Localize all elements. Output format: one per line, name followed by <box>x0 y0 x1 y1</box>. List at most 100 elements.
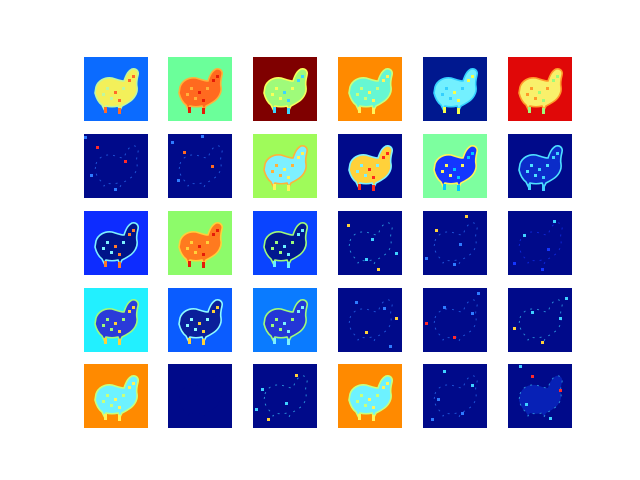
activation-pixel <box>389 345 392 348</box>
faint-outline <box>433 375 478 419</box>
feature-map-tile <box>253 211 317 275</box>
activation-pixel <box>102 247 105 250</box>
activation-pixel <box>206 318 209 321</box>
feature-map-image <box>253 57 317 121</box>
activation-pixel <box>122 87 125 90</box>
feature-map-image <box>84 211 148 275</box>
feature-map-image <box>423 211 487 275</box>
feature-map-image <box>338 211 402 275</box>
faint-outline <box>433 299 478 343</box>
activation-pixel <box>425 322 428 325</box>
leg-activation <box>443 184 446 190</box>
activation-pixel <box>355 301 358 304</box>
leg-activation <box>528 184 531 190</box>
feature-map-image <box>253 134 317 198</box>
feature-map-image <box>508 364 572 428</box>
feature-map-tile <box>84 288 148 352</box>
feature-map-tile <box>168 288 232 352</box>
activation-pixel <box>114 188 117 191</box>
activation-pixel <box>382 386 385 389</box>
feature-map-tile <box>423 211 487 275</box>
feature-map-image <box>423 134 487 198</box>
feature-map-tile <box>508 211 572 275</box>
leg-activation <box>287 262 290 268</box>
feature-map-image <box>338 134 402 198</box>
chicken-silhouette <box>178 68 223 112</box>
leg-activation <box>202 262 205 268</box>
activation-pixel <box>275 241 278 244</box>
activation-pixel <box>194 251 197 254</box>
feature-map-tile <box>423 364 487 428</box>
activation-pixel <box>212 310 215 313</box>
activation-pixel <box>377 268 380 271</box>
activation-pixel <box>106 318 109 321</box>
leg-activation <box>443 107 446 113</box>
activation-pixel <box>457 99 460 102</box>
activation-pixel <box>556 152 559 155</box>
chicken-silhouette <box>94 222 139 266</box>
activation-pixel <box>471 75 474 78</box>
activation-pixel <box>291 241 294 244</box>
activation-pixel <box>526 170 529 173</box>
activation-pixel <box>128 79 131 82</box>
activation-pixel <box>534 97 537 100</box>
activation-pixel <box>110 97 113 100</box>
activation-pixel <box>443 370 446 373</box>
faint-outline <box>348 222 393 266</box>
activation-pixel <box>445 87 448 90</box>
leg-activation <box>287 339 290 345</box>
leg-activation <box>372 415 375 421</box>
activation-pixel <box>453 263 456 266</box>
chicken-silhouette <box>348 68 393 112</box>
feature-map-tile <box>423 134 487 198</box>
faint-outline <box>348 299 393 343</box>
leg-activation <box>287 108 290 114</box>
chicken-silhouette <box>94 299 139 343</box>
feature-map-tile <box>338 134 402 198</box>
feature-map-tile <box>84 134 148 198</box>
activation-pixel <box>365 258 368 261</box>
activation-pixel <box>279 328 282 331</box>
feature-map-image <box>84 364 148 428</box>
activation-pixel <box>102 400 105 403</box>
feature-map-image <box>423 364 487 428</box>
activation-pixel <box>364 404 367 407</box>
activation-pixel <box>106 241 109 244</box>
feature-map-tile <box>338 364 402 428</box>
leg-activation <box>358 184 361 190</box>
chicken-silhouette <box>263 145 308 189</box>
activation-pixel <box>206 241 209 244</box>
activation-pixel <box>376 164 379 167</box>
leg-activation <box>358 414 361 420</box>
faint-outline <box>518 222 563 266</box>
activation-pixel <box>530 87 533 90</box>
feature-map-tile <box>253 57 317 121</box>
activation-pixel <box>283 168 286 171</box>
leg-activation <box>273 107 276 113</box>
chicken-silhouette <box>433 145 478 189</box>
feature-map-image <box>84 134 148 198</box>
chicken-silhouette <box>433 68 478 112</box>
activation-pixel <box>287 99 290 102</box>
activation-pixel <box>541 341 544 344</box>
feature-map-image <box>423 57 487 121</box>
activation-pixel <box>364 97 367 100</box>
activation-pixel <box>267 418 270 421</box>
activation-pixel <box>471 384 474 387</box>
activation-pixel <box>395 317 398 320</box>
feature-map-tile <box>338 288 402 352</box>
activation-pixel <box>197 397 200 400</box>
activation-pixel <box>356 93 359 96</box>
activation-pixel <box>287 176 290 179</box>
activation-pixel <box>287 330 290 333</box>
activation-pixel <box>457 176 460 179</box>
chicken-silhouette <box>263 299 308 343</box>
chicken-silhouette <box>94 68 139 112</box>
activation-pixel <box>523 234 526 237</box>
activation-pixel <box>279 251 282 254</box>
leg-activation <box>273 338 276 344</box>
activation-pixel <box>275 164 278 167</box>
activation-pixel <box>437 398 440 401</box>
activation-pixel <box>559 317 562 320</box>
activation-pixel <box>441 170 444 173</box>
